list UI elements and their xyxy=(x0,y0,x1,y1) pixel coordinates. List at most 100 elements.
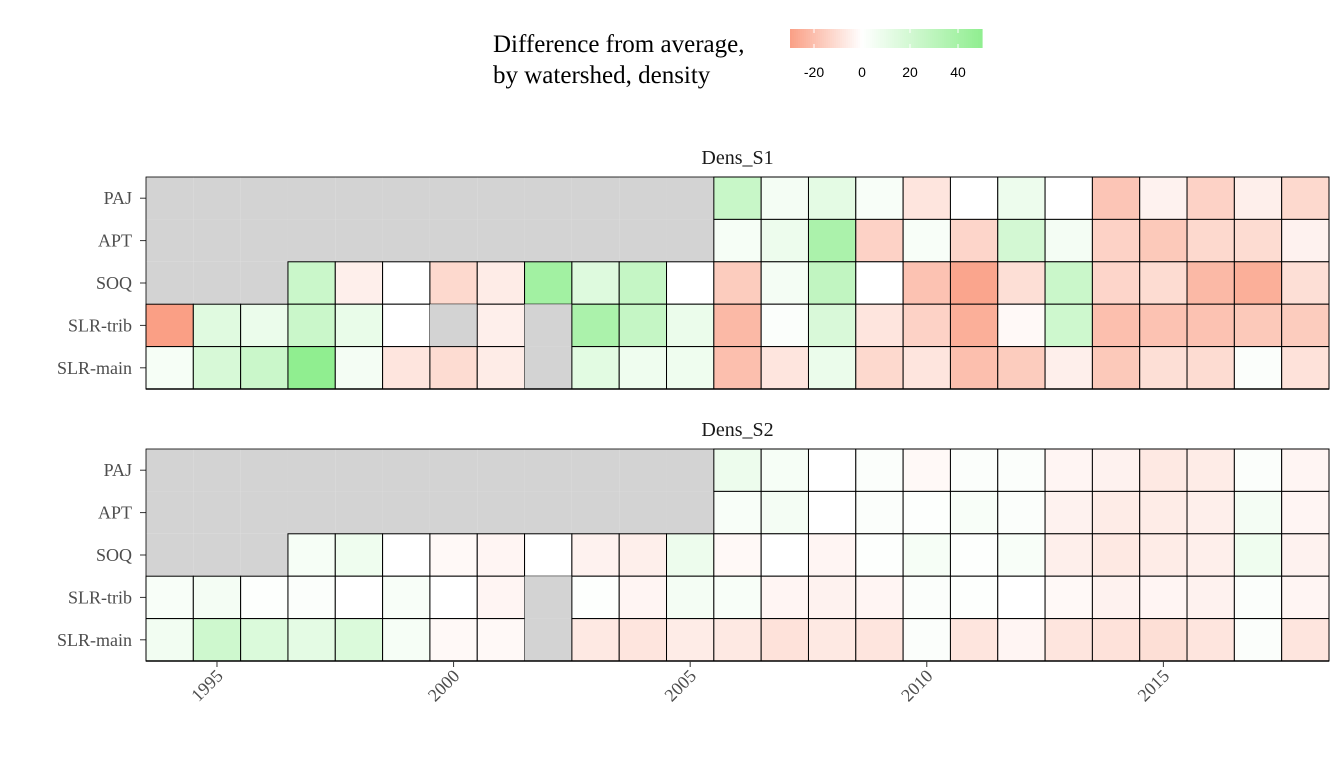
facet-title: Dens_S1 xyxy=(701,147,773,169)
heatmap-cell xyxy=(146,449,194,492)
heatmap-cell xyxy=(524,449,572,492)
heatmap-cell xyxy=(902,575,951,620)
legend-color-step xyxy=(796,29,799,48)
legend-color-step xyxy=(794,29,797,48)
legend-color-step xyxy=(912,29,915,48)
legend-color-step xyxy=(922,29,925,48)
legend-color-step xyxy=(868,29,871,48)
heatmap-cell xyxy=(713,575,762,620)
heatmap-cell xyxy=(240,177,288,220)
heatmap-cell xyxy=(713,261,762,305)
heatmap-cell xyxy=(1233,261,1283,305)
legend-color-step xyxy=(872,29,875,48)
heatmap-cell xyxy=(476,303,526,348)
heatmap-cell xyxy=(476,533,526,577)
heatmap-cell xyxy=(571,219,620,262)
heatmap-cell xyxy=(335,219,383,262)
heatmap-cell xyxy=(1139,303,1188,348)
heatmap-cell xyxy=(193,261,241,305)
legend-color-step xyxy=(978,29,981,48)
legend-color-step xyxy=(910,29,913,48)
legend-color-step xyxy=(896,29,899,48)
legend-color-step xyxy=(966,29,969,48)
heatmap-cell xyxy=(1233,575,1283,620)
heatmap-cell xyxy=(429,304,478,347)
heatmap-cell xyxy=(666,618,715,662)
heatmap-cell xyxy=(949,303,999,348)
heatmap-cell xyxy=(1044,533,1093,577)
heatmap-cell xyxy=(145,575,194,620)
heatmap-cell xyxy=(855,448,904,492)
heatmap-cell xyxy=(1233,346,1283,390)
heatmap-cell xyxy=(855,176,904,220)
heatmap-cell xyxy=(240,449,288,492)
legend-color-step xyxy=(800,29,803,48)
facet-panel: Dens_S1 PAJ APT SOQ SLR-trib SLR-main xyxy=(57,147,1330,390)
legend-color-step xyxy=(820,29,823,48)
heatmap-cell xyxy=(146,219,194,262)
y-tick-label: PAJ xyxy=(104,460,132,480)
heatmap-cell xyxy=(1139,218,1188,263)
heatmap-cell xyxy=(997,176,1046,220)
legend-color-step xyxy=(894,29,897,48)
heatmap-cell xyxy=(760,261,809,305)
legend-color-step xyxy=(904,29,907,48)
legend-color-step xyxy=(844,29,847,48)
legend-color-step xyxy=(934,29,937,48)
heatmap-cell xyxy=(524,533,573,577)
heatmap-cell xyxy=(855,575,904,620)
heatmap-cell xyxy=(287,303,336,348)
heatmap-cell xyxy=(855,218,904,263)
heatmap-cell xyxy=(146,261,194,305)
y-tick-label: APT xyxy=(98,231,132,251)
heatmap-cell xyxy=(1044,176,1093,220)
heatmap-cell xyxy=(855,618,904,662)
y-tick-label: SOQ xyxy=(96,545,132,565)
legend-color-step xyxy=(826,29,829,48)
legend-color-step xyxy=(884,29,887,48)
heatmap-cell xyxy=(429,575,478,620)
heatmap-cell xyxy=(429,346,478,390)
heatmap-cell xyxy=(997,618,1046,662)
legend-color-step xyxy=(830,29,833,48)
legend-tick-label: 0 xyxy=(858,64,866,80)
heatmap-cell xyxy=(146,533,194,577)
heatmap-cell xyxy=(1091,490,1141,535)
facet-panel: Dens_S2 PAJ APT SOQ SLR-trib SLR-main xyxy=(57,419,1330,662)
legend-color-step xyxy=(824,29,827,48)
heatmap-cell xyxy=(949,261,999,305)
legend-color-step xyxy=(944,29,947,48)
y-tick-label: SLR-trib xyxy=(68,315,132,335)
heatmap-cell xyxy=(949,618,999,662)
heatmap-cell xyxy=(1281,575,1330,620)
heatmap-cell xyxy=(902,448,951,492)
heatmap-cell xyxy=(240,261,288,305)
heatmap-cell xyxy=(997,448,1046,492)
legend-title-line-1: Difference from average, xyxy=(493,31,744,58)
legend-color-step xyxy=(836,29,839,48)
heatmap-cell xyxy=(1281,533,1330,577)
legend-color-step xyxy=(822,29,825,48)
heatmap-cell xyxy=(1186,490,1235,535)
legend-color-step xyxy=(920,29,923,48)
heatmap-cell xyxy=(1281,618,1330,662)
heatmap-cell xyxy=(666,261,715,305)
legend-color-step xyxy=(856,29,859,48)
legend-color-step xyxy=(808,29,811,48)
heatmap-cell xyxy=(193,449,241,492)
heatmap-cell xyxy=(1233,490,1283,535)
heatmap-cell xyxy=(476,618,526,662)
heatmap-cell xyxy=(949,533,999,577)
heatmap-cell xyxy=(193,533,241,577)
heatmap-cell xyxy=(429,449,478,492)
heatmap-cell xyxy=(1186,346,1235,390)
heatmap-cell xyxy=(760,533,809,577)
legend-color-step xyxy=(892,29,895,48)
legend-color-step xyxy=(950,29,953,48)
heatmap-cell xyxy=(524,261,573,305)
legend-color-step xyxy=(806,29,809,48)
heatmap-cell xyxy=(571,449,620,492)
heatmap-cell xyxy=(335,177,383,220)
legend-color-step xyxy=(970,29,973,48)
heatmap-cell xyxy=(382,618,431,662)
